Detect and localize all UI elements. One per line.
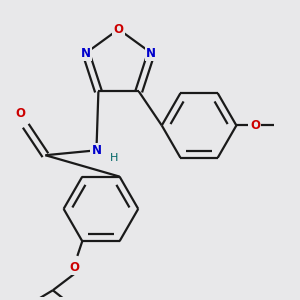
- Text: H: H: [110, 153, 118, 163]
- Text: O: O: [250, 119, 260, 132]
- Text: O: O: [114, 23, 124, 36]
- Text: O: O: [69, 261, 80, 274]
- Text: N: N: [81, 46, 91, 59]
- Text: O: O: [16, 107, 26, 121]
- Text: N: N: [146, 46, 156, 59]
- Text: N: N: [92, 144, 101, 157]
